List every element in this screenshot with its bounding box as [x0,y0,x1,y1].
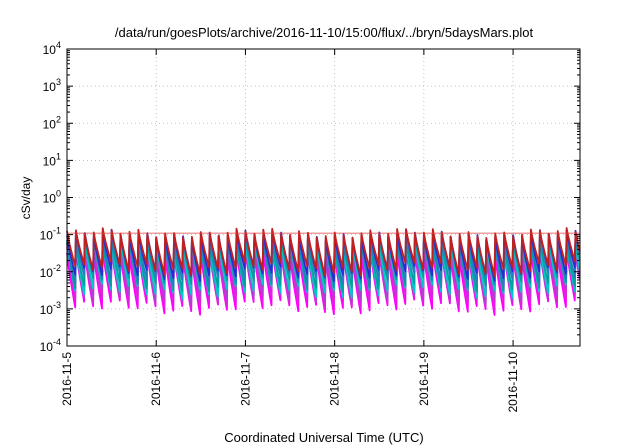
y-tick-exponent: 4 [56,40,61,50]
series-line [66,234,581,294]
y-axis-label: cSv/day [19,177,33,220]
y-tick-base: 10 [40,340,54,354]
x-tick-label: 2016-11-6 [149,352,163,406]
chart-title: /data/run/goesPlots/archive/2016-11-10/1… [115,25,534,40]
y-tick-exponent: 1 [56,151,61,161]
x-tick-label: 2016-11-10 [506,352,520,413]
y-tick-exponent: 0 [56,189,61,199]
y-tick-label: 10-1 [40,226,61,243]
y-tick-exponent: -2 [53,263,61,273]
series-line [66,239,581,305]
y-tick-base: 10 [40,266,54,280]
x-axis: 2016-11-5 2016-11-6 2016-11-7 2016-11-8 2016… [60,49,520,413]
y-tick-label: 101 [43,151,61,168]
y-tick-base: 10 [40,303,54,317]
y-tick-label: 10-4 [40,337,61,354]
y-tick-base: 10 [40,229,54,243]
y-tick-label: 103 [43,77,61,94]
x-tick-label: 2016-11-5 [60,352,74,406]
y-tick-label: 104 [43,40,61,57]
x-axis-label: Coordinated Universal Time (UTC) [224,430,423,445]
series-line [66,237,581,300]
x-tick-label: 2016-11-9 [417,352,431,406]
y-tick-base: 10 [43,192,57,206]
y-tick-exponent: 3 [56,77,61,87]
x-tick-label: 2016-11-7 [238,352,252,406]
y-tick-base: 10 [43,43,57,57]
y-tick-label: 10-3 [40,300,61,317]
y-tick-label: 102 [43,114,61,131]
series-group [66,227,581,316]
y-tick-base: 10 [43,117,57,131]
y-tick-exponent: -4 [53,337,61,347]
y-tick-base: 10 [43,154,57,168]
y-tick-exponent: 2 [56,114,61,124]
y-tick-exponent: -3 [53,300,61,310]
x-tick-label: 2016-11-8 [328,352,342,406]
series-line [66,227,581,277]
y-tick-label: 10-2 [40,263,61,280]
y-tick-base: 10 [43,80,57,94]
y-tick-exponent: -1 [53,226,61,236]
y-tick-label: 100 [43,189,61,206]
